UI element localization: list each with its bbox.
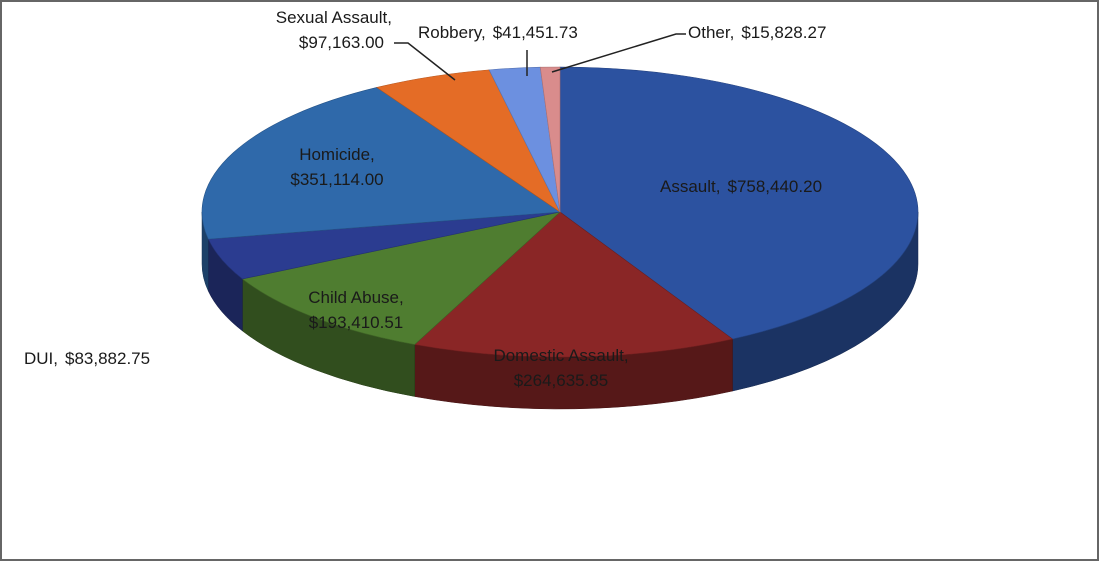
data-label: Homicide, $351,114.00 bbox=[290, 145, 383, 189]
label-category: DUI, bbox=[24, 349, 58, 368]
label-value: $15,828.27 bbox=[741, 23, 826, 42]
data-labels: Assault, $758,440.20 Domestic Assault, $264… bbox=[24, 8, 826, 390]
data-label: Sexual Assault, $97,163.00 bbox=[276, 8, 392, 52]
leader-lines bbox=[394, 33, 686, 81]
label-category: Child Abuse, bbox=[308, 288, 403, 307]
pie-slice bbox=[414, 211, 734, 358]
data-label: DUI, $83,882.75 bbox=[24, 349, 150, 368]
label-value: $351,114.00 bbox=[290, 170, 383, 189]
label-value: $758,440.20 bbox=[727, 177, 822, 196]
pie-sides bbox=[201, 211, 919, 410]
label-category: Sexual Assault, bbox=[276, 8, 392, 27]
label-value: $193,410.51 bbox=[309, 313, 404, 332]
label-value: $264,635.85 bbox=[514, 371, 609, 390]
pie-slice bbox=[559, 66, 919, 340]
leader-line bbox=[394, 42, 456, 81]
data-label: Robbery, $41,451.73 bbox=[418, 23, 578, 42]
label-category: Homicide, bbox=[299, 145, 375, 164]
label-category: Domestic Assault, bbox=[493, 346, 628, 365]
data-label: Assault, $758,440.20 bbox=[660, 177, 822, 196]
leader-line bbox=[551, 33, 686, 73]
label-value: $83,882.75 bbox=[65, 349, 150, 368]
data-label: Domestic Assault, $264,635.85 bbox=[493, 346, 628, 390]
pie-slice bbox=[539, 66, 561, 213]
pie-slice bbox=[241, 211, 562, 345]
data-label: Child Abuse, $193,410.51 bbox=[308, 288, 403, 332]
label-category: Other, bbox=[688, 23, 734, 42]
pie-tops bbox=[201, 66, 919, 358]
pie-slice bbox=[201, 87, 561, 240]
label-value: $97,163.00 bbox=[299, 33, 384, 52]
label-category: Assault, bbox=[660, 177, 720, 196]
data-label: Other, $15,828.27 bbox=[688, 23, 826, 42]
label-category: Robbery, bbox=[418, 23, 486, 42]
label-value: $41,451.73 bbox=[493, 23, 578, 42]
